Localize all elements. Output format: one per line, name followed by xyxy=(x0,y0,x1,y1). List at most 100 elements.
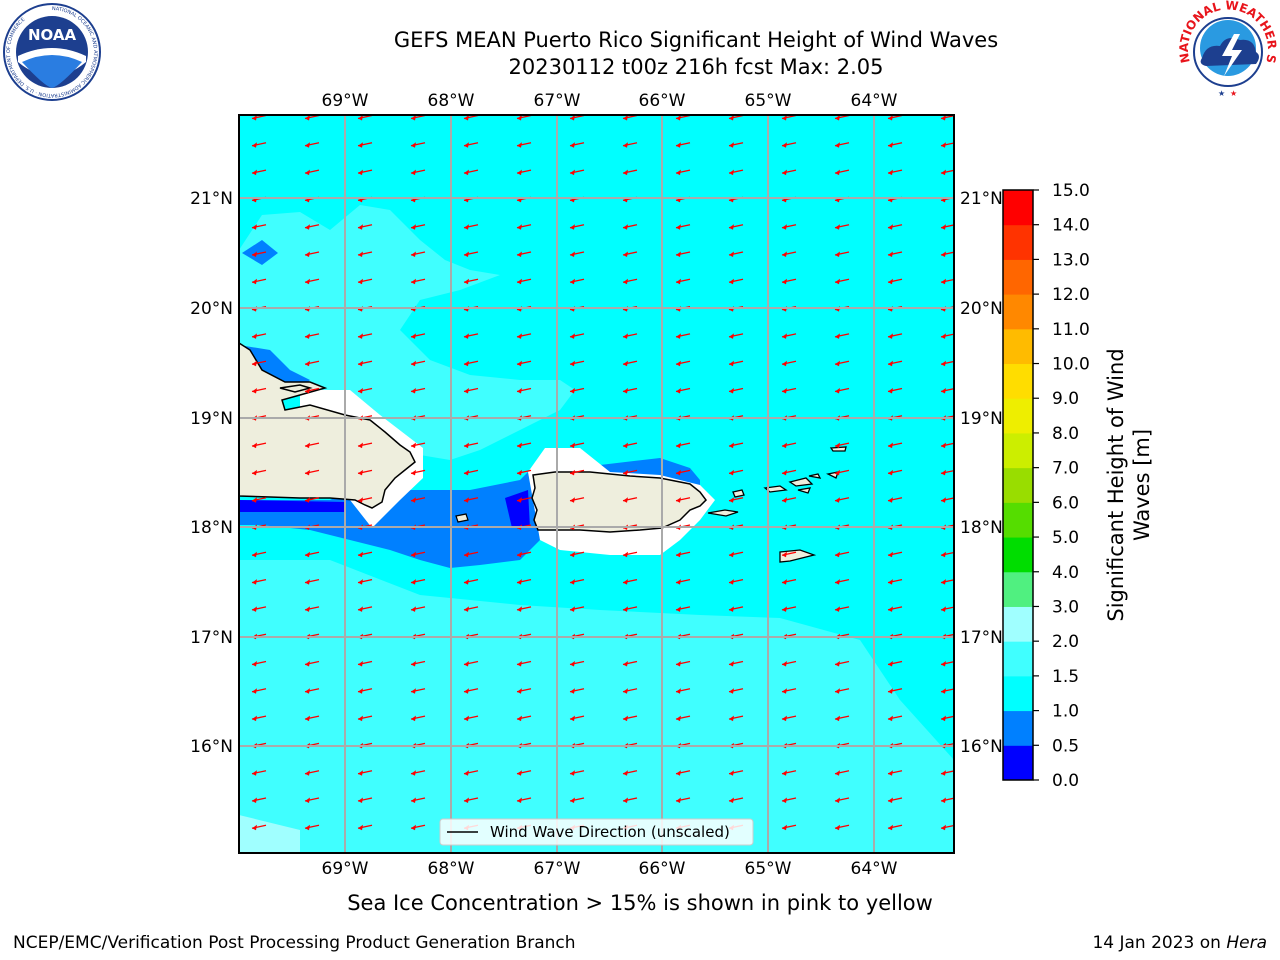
wind-arrow-head xyxy=(835,278,840,285)
colorbar-tick-label: 6.0 xyxy=(1052,493,1079,513)
wind-arrow-head xyxy=(623,224,628,230)
wind-arrow-head xyxy=(835,770,840,776)
arrow-legend-label: Wind Wave Direction (unscaled) xyxy=(490,823,730,841)
wind-arrow-head xyxy=(941,661,946,667)
wind-arrow-head xyxy=(358,551,363,558)
colorbar-swatch xyxy=(1003,745,1033,781)
wind-arrow-head xyxy=(782,142,787,148)
colorbar-frame xyxy=(1002,189,1034,781)
wind-arrow-head xyxy=(358,688,363,694)
wind-arrow-head xyxy=(941,169,946,176)
wind-arrow-head xyxy=(252,388,257,394)
wind-arrow-head xyxy=(305,824,310,831)
wind-arrow-head xyxy=(464,688,469,694)
wind-arrow-head xyxy=(676,688,681,694)
graticule xyxy=(239,115,954,853)
colorbar-tick-label: 14.0 xyxy=(1052,216,1090,236)
wind-arrow-head xyxy=(411,115,416,121)
wind-arrow-head xyxy=(305,551,310,558)
wind-arrow-head xyxy=(252,579,257,585)
wind-arrow-head xyxy=(623,360,628,367)
nws-logo: NATIONAL WEATHER SERVICE ★ ★ xyxy=(1176,0,1279,100)
lon-label-bottom: 64°W xyxy=(851,859,898,879)
wind-arrow-head xyxy=(517,251,522,257)
wind-arrow-head xyxy=(729,388,734,394)
colorbar-tick-label: 4.0 xyxy=(1052,563,1079,583)
wind-arrow-head xyxy=(517,497,522,503)
wind-arrow-head xyxy=(358,169,363,176)
wind-arrow-head xyxy=(729,688,734,694)
wind-arrow-head xyxy=(252,824,257,831)
wind-arrow-head xyxy=(411,688,416,694)
wind-arrow-head xyxy=(570,797,575,803)
wind-arrow-head xyxy=(517,606,522,612)
colorbar-swatch xyxy=(1003,190,1033,226)
wind-arrow-head xyxy=(729,469,734,476)
wind-arrow-head xyxy=(358,824,363,831)
wind-arrow-head xyxy=(941,251,946,257)
wind-arrow-head xyxy=(252,251,257,257)
colorbar-swatch xyxy=(1003,571,1033,607)
wind-arrow-head xyxy=(623,333,628,339)
wind-arrow-head xyxy=(835,551,840,558)
wind-arrow-head xyxy=(729,797,734,803)
wind-arrow-head xyxy=(623,142,628,148)
wind-arrow-head xyxy=(411,579,416,585)
wind-arrow-head xyxy=(623,661,628,667)
wind-arrow-head xyxy=(623,169,628,176)
wind-arrow-head xyxy=(411,360,416,367)
wind-arrow-head xyxy=(411,388,416,394)
wind-arrow-head xyxy=(411,469,416,476)
wind-arrow-head xyxy=(835,333,840,339)
wind-arrow-head xyxy=(570,551,575,558)
mona-island xyxy=(455,513,469,523)
wind-arrow-head xyxy=(411,551,416,558)
wind-arrow-head xyxy=(623,688,628,694)
lat-label-right: 18°N xyxy=(960,518,1003,538)
wind-arrow-head xyxy=(835,497,840,503)
wind-arrow-head xyxy=(835,360,840,367)
wind-arrow-head xyxy=(835,442,840,449)
wind-arrow-head xyxy=(623,551,628,558)
noaa-logo: NOAA NATIONAL OCEANIC AND ATMOSPHERIC AD… xyxy=(3,3,101,101)
wind-arrow-head xyxy=(305,388,310,394)
lat-label-left: 21°N xyxy=(190,189,233,209)
colorbar-tick-label: 13.0 xyxy=(1052,250,1090,270)
wind-arrow-head xyxy=(888,688,893,694)
wind-arrow-head xyxy=(888,579,893,585)
wind-arrow-head xyxy=(676,770,681,776)
wind-arrow-head xyxy=(464,770,469,776)
wind-arrow-head xyxy=(729,251,734,257)
wind-arrow-head xyxy=(835,715,840,722)
wind-arrow-head xyxy=(888,115,893,121)
svg-text:★: ★ xyxy=(1230,89,1237,98)
wind-arrow-head xyxy=(941,469,946,476)
wind-arrow-head xyxy=(888,360,893,367)
wind-arrow-head xyxy=(729,169,734,176)
map-area: Wind Wave Direction (unscaled) xyxy=(239,115,954,853)
wind-arrow-head xyxy=(835,251,840,257)
wind-arrow-head xyxy=(888,606,893,612)
colorbar-swatch xyxy=(1003,675,1033,712)
wind-arrow-head xyxy=(517,278,522,285)
wind-arrow-head xyxy=(517,224,522,230)
wind-arrow-head xyxy=(782,442,787,449)
wind-arrow-head xyxy=(623,797,628,803)
wind-arrow-head xyxy=(358,497,363,503)
wind-arrow-head xyxy=(358,770,363,776)
lon-label-top: 66°W xyxy=(639,91,686,111)
wind-arrow-head xyxy=(252,333,257,339)
wind-arrow-head xyxy=(517,797,522,803)
wind-arrow-head xyxy=(729,497,734,503)
wind-arrow-head xyxy=(305,469,310,476)
wind-arrow-head xyxy=(305,251,310,257)
wind-arrow-head xyxy=(623,115,628,121)
chart-title: GEFS MEAN Puerto Rico Significant Height… xyxy=(393,28,999,52)
longitude-labels: 69°W 68°W 67°W 66°W 65°W 64°W 69°W 68°W … xyxy=(322,91,898,879)
lon-label-top: 68°W xyxy=(428,91,475,111)
wind-arrow-head xyxy=(252,142,257,148)
wind-arrow-head xyxy=(570,224,575,230)
wind-arrow-head xyxy=(676,224,681,230)
wind-arrow-head xyxy=(570,606,575,612)
map-frame xyxy=(238,114,955,854)
